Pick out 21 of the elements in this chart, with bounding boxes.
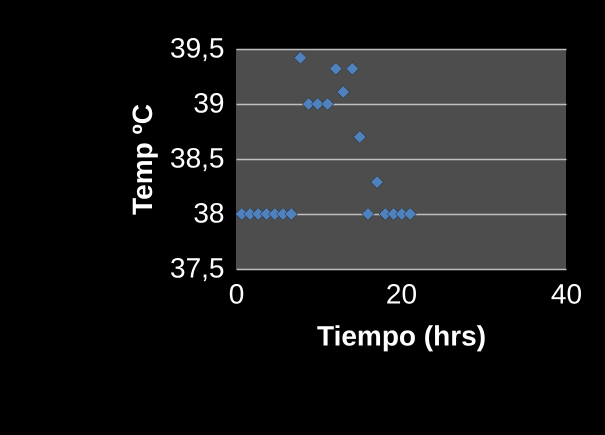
point (336, 85, 350, 98)
point (370, 176, 384, 189)
x-axis-title: Tiempo (hrs) (316, 320, 486, 352)
point (311, 97, 324, 111)
point (361, 207, 375, 221)
y-axis-title: Temp ºC (127, 104, 158, 215)
x-tick-label: 20 (386, 278, 418, 310)
x-tick-label: 0 (228, 278, 244, 310)
y-tick-label: 37,5 (170, 252, 224, 284)
point (404, 207, 417, 221)
y-tick-label: 38,5 (170, 142, 224, 174)
point (346, 62, 359, 76)
y-tick-label: 39 (193, 88, 224, 118)
y-tick-label: 39,5 (170, 32, 224, 64)
y-tick-label: 38 (193, 198, 224, 228)
point (284, 207, 298, 221)
point (294, 51, 307, 64)
point (321, 97, 334, 111)
point (353, 130, 366, 144)
x-tick-label: 40 (550, 278, 582, 310)
point (329, 62, 342, 76)
